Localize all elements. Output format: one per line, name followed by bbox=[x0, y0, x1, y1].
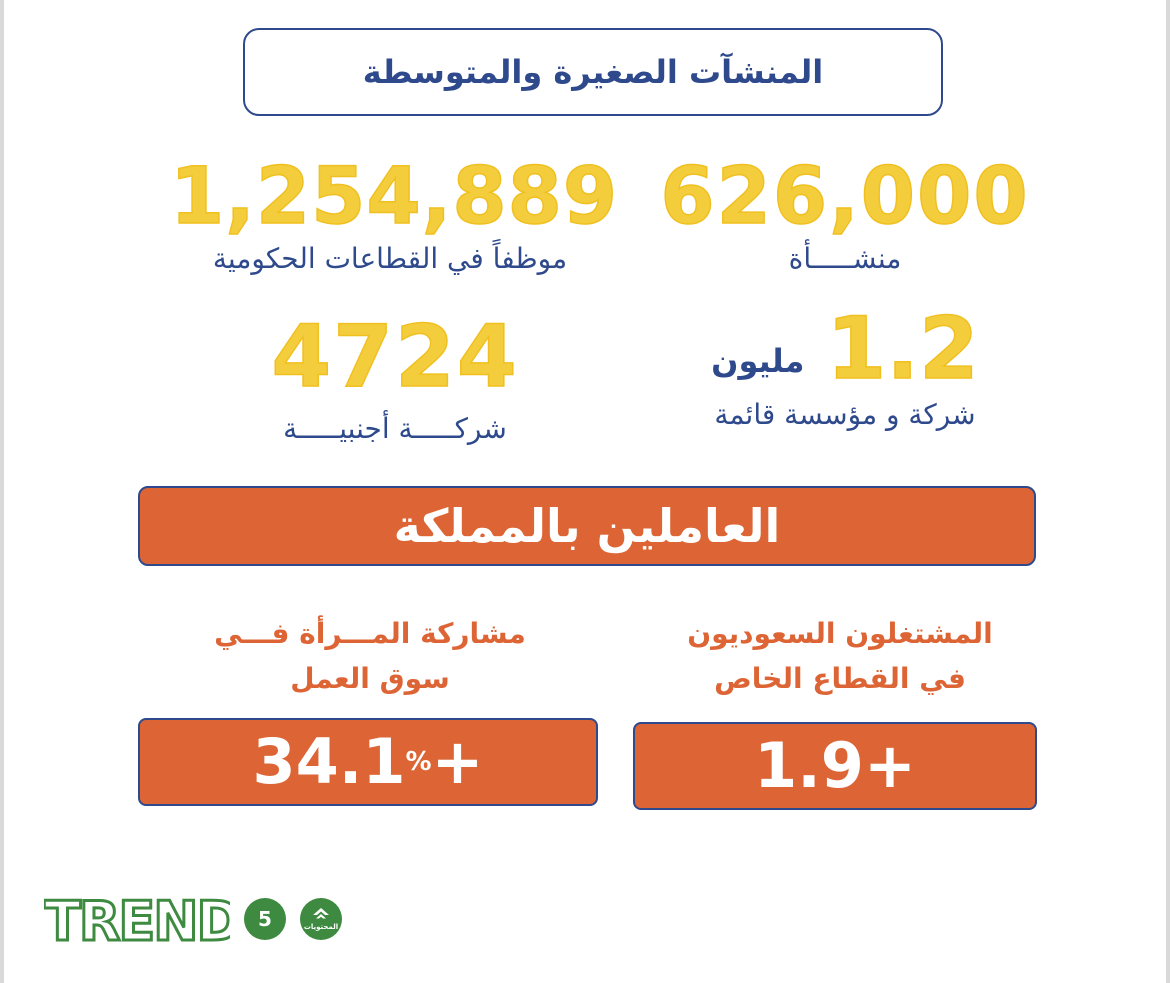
page-title-box: المنشآت الصغيرة والمتوسطة bbox=[243, 28, 943, 116]
footer: TREND 5 المحتويات bbox=[44, 890, 342, 948]
stat-foreign-companies: 4724 شركـــــة أجنبيـــــة bbox=[220, 307, 570, 445]
page-number: 5 bbox=[258, 907, 272, 931]
page-edge-left bbox=[0, 0, 4, 983]
stat-establishments-label: منشـــــأة bbox=[788, 242, 902, 275]
page-number-badge: 5 bbox=[244, 898, 286, 940]
page-edge-right bbox=[1166, 0, 1170, 983]
stat-gov-employees: 1,254,889 موظفاً في القطاعات الحكومية bbox=[169, 152, 619, 275]
section-banner: العاملين بالمملكة bbox=[138, 486, 1036, 566]
women-participation-percent: % bbox=[405, 747, 432, 777]
saudi-private-label: المشتغلون السعوديون في القطاع الخاص bbox=[640, 612, 1040, 702]
stat-gov-employees-value: 1,254,889 bbox=[169, 152, 619, 242]
trend-logo-text: TREND bbox=[44, 890, 230, 948]
women-participation-plus: + bbox=[431, 725, 484, 798]
saudi-private-label-line2: في القطاع الخاص bbox=[714, 661, 966, 695]
saudi-private-label-line1: المشتغلون السعوديون bbox=[687, 617, 993, 650]
stat-existing-companies: مليون 1.2 شركة و مؤسسة قائمة bbox=[660, 299, 1030, 431]
home-arrow-icon bbox=[313, 908, 329, 919]
stat-existing-companies-label: شركة و مؤسسة قائمة bbox=[714, 398, 976, 431]
women-participation-value-box: 34.1% + bbox=[138, 718, 598, 806]
contents-button[interactable]: المحتويات bbox=[300, 898, 342, 940]
women-participation-label-line2: سوق العمل bbox=[290, 661, 450, 695]
section-banner-text: العاملين بالمملكة bbox=[393, 499, 781, 553]
stat-existing-companies-row: مليون 1.2 bbox=[660, 299, 1030, 399]
page-title: المنشآت الصغيرة والمتوسطة bbox=[362, 53, 824, 91]
stat-gov-employees-label: موظفاً في القطاعات الحكومية bbox=[212, 242, 568, 275]
women-participation-label: مشاركة المـــرأة فـــي سوق العمل bbox=[170, 612, 570, 702]
contents-label: المحتويات bbox=[303, 923, 339, 931]
saudi-private-value: 1.9+ bbox=[754, 729, 916, 802]
trend-logo: TREND bbox=[44, 890, 230, 948]
stat-existing-companies-unit: مليون bbox=[711, 342, 805, 380]
stat-existing-companies-value: 1.2 bbox=[826, 299, 980, 399]
saudi-private-value-box: 1.9+ bbox=[633, 722, 1037, 810]
stat-establishments: 626,000 منشـــــأة bbox=[660, 152, 1030, 275]
women-participation-value: 34.1 bbox=[252, 725, 406, 798]
stat-foreign-companies-label: شركـــــة أجنبيـــــة bbox=[283, 412, 507, 445]
stat-foreign-companies-value: 4724 bbox=[271, 307, 519, 407]
women-participation-label-line1: مشاركة المـــرأة فـــي bbox=[214, 617, 526, 650]
stat-establishments-value: 626,000 bbox=[660, 152, 1030, 242]
